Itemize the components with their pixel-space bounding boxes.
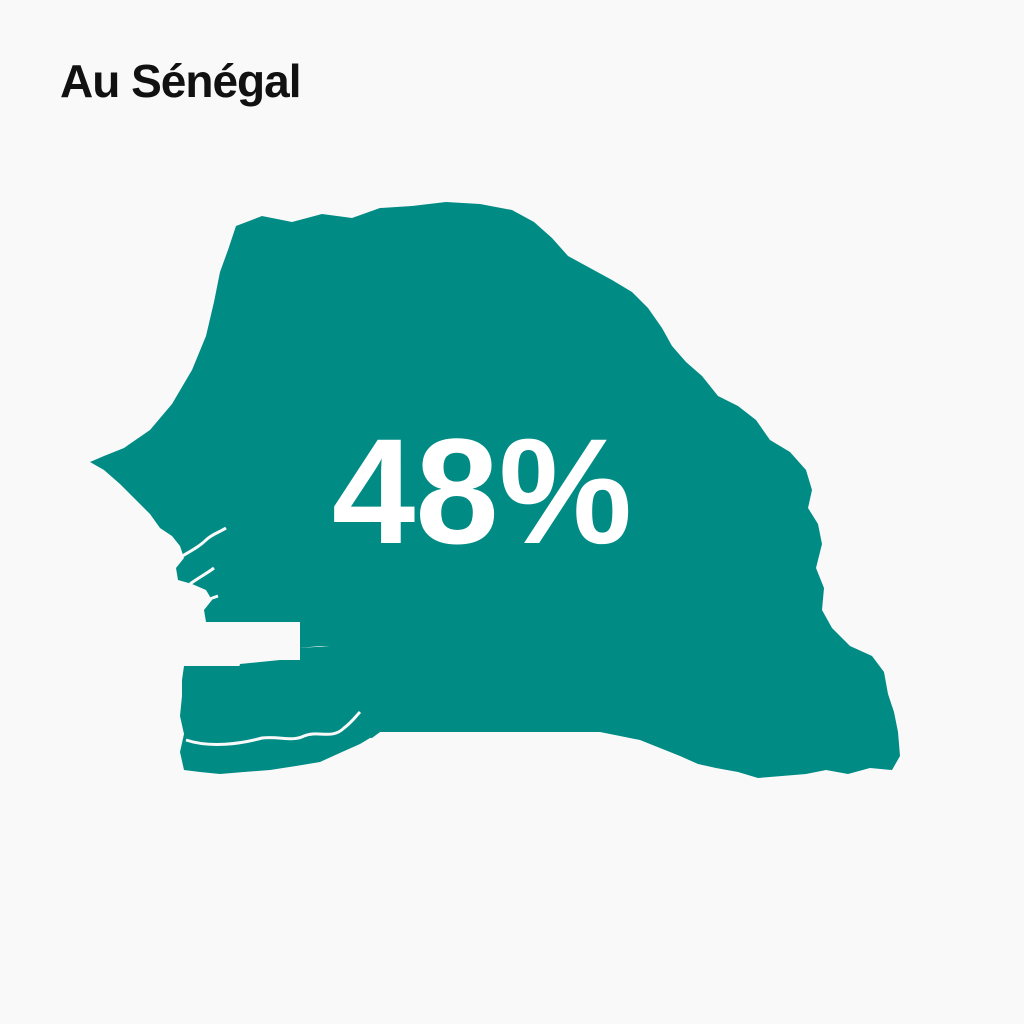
page-title: Au Sénégal — [60, 55, 302, 107]
casamance-river — [185, 710, 362, 746]
saloum-inlet — [175, 526, 227, 606]
casamance-shape — [180, 648, 612, 774]
senegal-north-shape — [90, 202, 900, 778]
percentage-value: 48% — [332, 407, 632, 575]
